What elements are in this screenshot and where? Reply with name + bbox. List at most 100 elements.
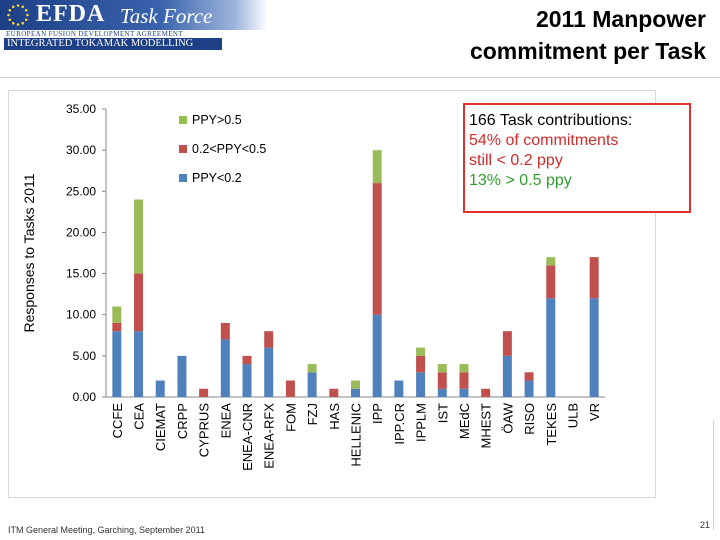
slide-title: 2011 Manpower commitment per Task — [386, 3, 706, 67]
y-tick-label: 15.00 — [66, 267, 96, 281]
bar-segment — [112, 306, 122, 323]
bar-segment — [220, 322, 230, 340]
y-axis-title: Responses to Tasks 2011 — [21, 173, 37, 332]
logo-efda-text: EFDA — [36, 1, 106, 27]
legend-label: PPY>0.5 — [192, 113, 242, 127]
bar-segment — [220, 339, 230, 397]
bar-segment — [264, 331, 274, 348]
x-tick-label: CRPP — [175, 403, 190, 439]
x-tick-label: MEdC — [457, 403, 472, 439]
bar-segment — [502, 355, 512, 397]
y-tick-label: 5.00 — [73, 349, 97, 363]
bar-segment — [416, 372, 426, 397]
slide-title-line2: commitment per Task — [469, 38, 706, 64]
x-tick-label: ENEA-CNR — [240, 403, 255, 471]
x-tick-label: ENEA — [218, 403, 233, 439]
bar-segment — [372, 183, 382, 315]
x-tick-label: CIEMAT — [153, 403, 168, 451]
logo-itm-bar: INTEGRATED TOKAMAK MODELLING — [4, 38, 222, 50]
logo-task-force-text: Task Force — [120, 4, 213, 28]
x-tick-label: VR — [587, 403, 602, 421]
x-tick-label: CYPRUS — [197, 403, 212, 458]
stacked-bar-chart: 0.00 5.00 10.00 15.00 20.00 25.00 30.00 35.00 Re… — [21, 102, 605, 471]
bar-segment — [307, 372, 317, 397]
bar-segment — [351, 388, 360, 397]
y-tick-label: 25.00 — [66, 184, 96, 198]
logo-subtitle: EUROPEAN FUSION DEVELOPMENT AGREEMENT — [6, 30, 184, 38]
bar-segment — [199, 388, 209, 397]
y-tick-label: 35.00 — [66, 102, 96, 116]
eu-stars-icon — [7, 4, 29, 26]
callout-commitments: 54% of commitments — [469, 132, 619, 149]
x-tick-label: FOM — [283, 403, 298, 432]
x-tick-label: IST — [435, 403, 450, 423]
bar-segment — [502, 331, 512, 356]
bar-segment — [264, 347, 274, 397]
bar-segment — [155, 380, 165, 397]
bar-segment — [134, 273, 144, 332]
callout-total: 166 Task contributions: — [469, 112, 633, 129]
x-tick-label: ULB — [565, 403, 580, 428]
bar-segment — [112, 331, 122, 397]
x-tick-label: IPP — [370, 403, 385, 424]
bar-segment — [329, 388, 339, 397]
x-tick-label: CCFE — [110, 403, 125, 439]
bar-segment — [394, 380, 404, 397]
bar-segment — [437, 372, 447, 389]
callout-threshold: still < 0.2 ppy — [469, 152, 563, 169]
bar-segment — [242, 355, 252, 365]
header-divider — [0, 77, 720, 78]
bar-segment — [134, 331, 144, 397]
x-tick-label: ÖAW — [500, 402, 515, 433]
x-tick-label: TEKES — [544, 403, 559, 446]
x-tick-label: MHEST — [479, 403, 494, 449]
bar-segment — [524, 380, 534, 397]
logo-banner: EFDA Task Force — [0, 0, 268, 30]
right-margin-rule — [713, 420, 714, 530]
bar-segment — [112, 322, 122, 332]
x-tick-label: IPP.CR — [392, 403, 407, 445]
bar-segment — [242, 364, 252, 397]
slide-title-line1: 2011 Manpower — [535, 6, 706, 32]
bar-segment — [416, 347, 426, 356]
bar-segment — [351, 380, 360, 389]
legend-swatch — [179, 116, 187, 124]
x-tick-label: FZJ — [305, 403, 320, 425]
bar-segment — [459, 364, 469, 373]
legend-swatch — [179, 174, 187, 182]
bar-segment — [546, 265, 556, 299]
page-number: 21 — [699, 520, 710, 530]
legend-swatch — [179, 145, 187, 153]
x-tick-label: IPPLM — [414, 403, 429, 442]
x-tick-label: HAS — [327, 403, 342, 430]
bar-segment — [372, 150, 382, 184]
y-tick-label: 30.00 — [66, 143, 96, 157]
bar-segment — [437, 364, 447, 373]
bar-segment — [307, 364, 317, 373]
bar-segment — [589, 298, 599, 397]
x-tick-label: CEA — [132, 403, 147, 430]
x-tick-label: RISO — [522, 403, 537, 435]
footer-text: ITM General Meeting, Garching, September… — [8, 525, 205, 535]
bar-segment — [524, 372, 534, 381]
summary-callout: 166 Task contributions: 54% of commitmen… — [463, 103, 691, 213]
bar-segment — [372, 314, 382, 397]
bar-segment — [589, 257, 599, 299]
bar-segment — [459, 372, 469, 389]
bar-segment — [177, 355, 187, 397]
bar-segment — [481, 388, 491, 397]
x-tick-label: HELLENIC — [349, 403, 364, 467]
y-tick-label: 0.00 — [73, 390, 97, 404]
bar-segment — [416, 355, 426, 373]
bar-segment — [546, 257, 556, 266]
bar-segment — [546, 298, 556, 397]
legend-label: PPY<0.2 — [192, 171, 242, 185]
bar-segment — [134, 199, 144, 274]
legend-label: 0.2<PPY<0.5 — [192, 142, 266, 156]
bar-segment — [459, 388, 469, 397]
bar-segment — [285, 380, 295, 397]
x-tick-label: ENEA-RFX — [262, 403, 277, 469]
efda-logo: EFDA Task Force EUROPEAN FUSION DEVELOPM… — [0, 0, 268, 52]
callout-high: 13% > 0.5 ppy — [469, 172, 572, 189]
y-tick-label: 10.00 — [66, 308, 96, 322]
